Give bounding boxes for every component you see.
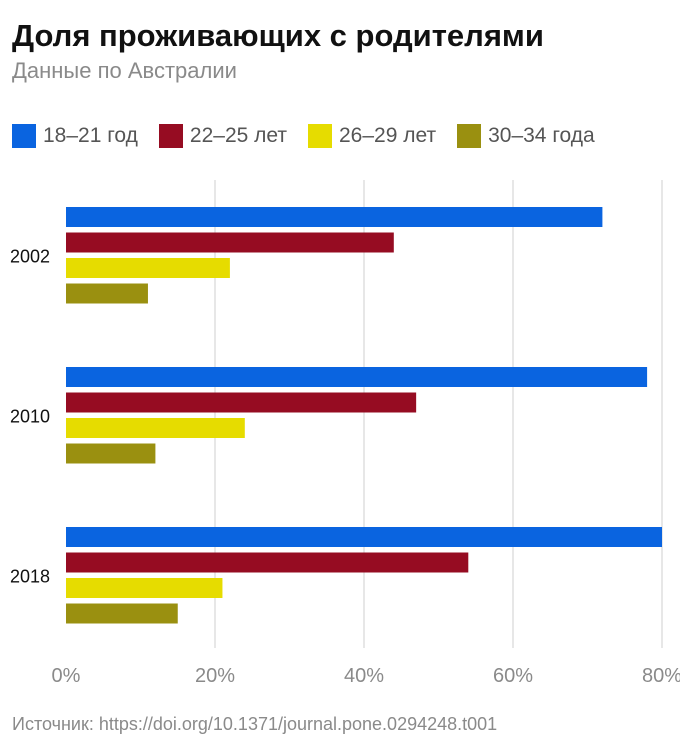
bar (66, 527, 662, 547)
y-category-label: 2010 (10, 406, 50, 426)
bar (66, 367, 648, 387)
legend-label: 26–29 лет (339, 124, 437, 147)
legend-swatch (158, 124, 183, 148)
bar (66, 443, 156, 464)
bar (66, 603, 178, 624)
bar (66, 552, 469, 573)
x-tick-label: 0% (52, 665, 81, 687)
bar-chart: 0% 20% 40% 60% 80% 2002 2010 2018 (10, 180, 680, 687)
x-tick-label: 40% (344, 665, 384, 687)
bar (66, 418, 245, 438)
bar (66, 283, 148, 304)
legend-label: 30–34 года (488, 124, 595, 147)
y-category-label: 2002 (10, 246, 50, 266)
x-tick-label: 60% (493, 665, 533, 687)
legend: 18–21 год 22–25 лет 26–29 лет 30–34 года (12, 124, 616, 148)
chart-title: Доля проживающих с родителями (12, 18, 544, 53)
bar (66, 578, 223, 598)
source-note: Источник: https://doi.org/10.1371/journa… (12, 714, 498, 734)
x-tick-label: 80% (642, 665, 680, 687)
legend-item-30-34: 30–34 года (457, 124, 595, 148)
legend-swatch (457, 124, 482, 148)
legend-swatch (12, 124, 36, 148)
bar (66, 207, 603, 227)
legend-swatch (308, 124, 332, 148)
legend-item-22-25: 22–25 лет (158, 124, 287, 148)
y-category-label: 2018 (10, 566, 50, 586)
bar (66, 232, 394, 253)
bar (66, 258, 230, 278)
legend-label: 18–21 год (43, 124, 138, 147)
legend-label: 22–25 лет (189, 124, 287, 147)
x-tick-label: 20% (195, 665, 235, 687)
legend-item-26-29: 26–29 лет (308, 124, 436, 148)
bar (66, 392, 417, 413)
legend-item-18-21: 18–21 год (12, 124, 138, 148)
chart-subtitle: Данные по Австралии (12, 58, 237, 83)
